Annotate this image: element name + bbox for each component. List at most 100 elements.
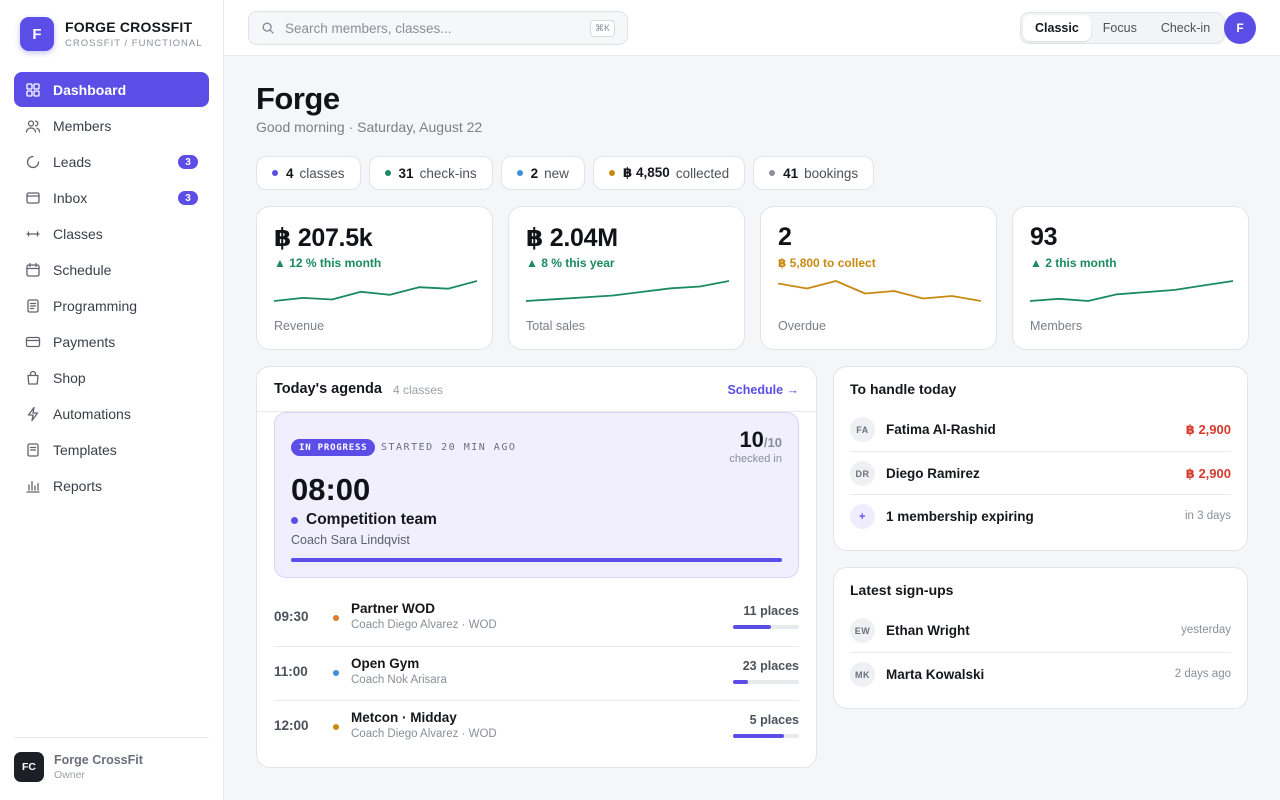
sidebar-item-reports[interactable]: Reports — [14, 468, 209, 503]
dumbbell-icon — [25, 226, 41, 242]
stat-delta: ▲ 8 % this year — [526, 256, 615, 270]
class-row[interactable]: 11:00 Open Gym Coach Nok Arisara 23 places — [274, 646, 799, 700]
amount-due: ฿ 2,900 — [1185, 422, 1231, 437]
row-meta: 2 days ago — [1174, 668, 1231, 680]
class-row-places: 23 places — [742, 659, 799, 673]
brand-logo: F — [20, 17, 54, 51]
class-row-name: Open Gym — [351, 656, 420, 671]
sidebar-item-members[interactable]: Members — [14, 108, 209, 143]
stat-cards: ฿ 207.5k ▲ 12 % this month Revenue ฿ 2.04M ▲… — [256, 206, 1249, 350]
sparkline — [274, 280, 477, 302]
sidebar-item-payments[interactable]: Payments — [14, 324, 209, 359]
agenda-title: Today's agenda — [274, 381, 382, 397]
capacity-fill — [733, 625, 772, 629]
row-name: 1 membership expiring — [886, 509, 1034, 524]
bag-icon — [25, 370, 41, 386]
task-row[interactable]: FA Fatima Al-Rashid ฿ 2,900 — [850, 408, 1231, 451]
count-badge: 3 — [178, 191, 198, 205]
capacity-fill — [733, 734, 784, 738]
stat-card-members[interactable]: 93 ▲ 2 this month Members — [1012, 206, 1249, 350]
stat-card-revenue[interactable]: ฿ 207.5k ▲ 12 % this month Revenue — [256, 206, 493, 350]
summary-pill-new[interactable]: 2 new — [500, 156, 585, 190]
pill-dot — [272, 170, 278, 176]
sidebar-item-templates[interactable]: Templates — [14, 432, 209, 467]
sidebar-item-label: Schedule — [53, 261, 112, 278]
row-meta: in 3 days — [1184, 510, 1231, 522]
summary-pills: 4 classes 31 check-ins 2 new ฿ 4,850 collected 4… — [256, 156, 882, 190]
brand[interactable]: F FORGE CROSSFIT CROSSFIT / FUNCTIONAL — [20, 17, 202, 51]
account-avatar: FC — [14, 752, 44, 782]
pill-value: 4 — [286, 165, 294, 181]
mode-check-in-button[interactable]: Check-in — [1160, 21, 1211, 35]
sidebar-item-dashboard[interactable]: Dashboard — [14, 72, 209, 107]
checked-in-value: 10 — [739, 427, 764, 452]
class-row[interactable]: 12:00 Metcon · Midday Coach Diego Alvarez … — [274, 700, 799, 754]
summary-pill-classes[interactable]: 4 classes — [256, 156, 361, 190]
pill-dot — [516, 170, 523, 176]
stat-card-total-sales[interactable]: ฿ 2.04M ▲ 8 % this year Total sales — [508, 206, 745, 350]
sidebar-item-classes[interactable]: Classes — [14, 216, 209, 251]
class-row-name: Metcon · Midday — [351, 710, 457, 725]
sidebar-item-schedule[interactable]: Schedule — [14, 252, 209, 287]
sidebar-item-leads[interactable]: Leads 3 — [14, 144, 209, 179]
pill-label: bookings — [804, 165, 859, 181]
sparkline-line — [1030, 280, 1233, 302]
stat-card-overdue[interactable]: 2 ฿ 5,800 to collect Overdue — [760, 206, 997, 350]
sidebar-item-programming[interactable]: Programming — [14, 288, 209, 323]
current-class-card[interactable]: IN PROGRESS STARTED 20 MIN AGO 10/10 che… — [274, 412, 799, 578]
sidebar-item-shop[interactable]: Shop — [14, 360, 209, 395]
sidebar-item-label: Payments — [53, 333, 116, 350]
sidebar-item-inbox[interactable]: Inbox 3 — [14, 180, 209, 215]
row-name: Diego Ramirez — [886, 466, 980, 481]
checked-in-capacity: /10 — [763, 435, 782, 450]
signup-row[interactable]: MK Marta Kowalski 2 days ago — [850, 652, 1231, 695]
inbox-icon — [25, 190, 41, 206]
pill-dot — [608, 170, 615, 176]
user-avatar[interactable]: F — [1224, 12, 1256, 44]
sidebar-item-label: Reports — [53, 477, 103, 494]
sparkline-line — [778, 280, 981, 302]
users-icon — [25, 118, 41, 134]
capacity-bar — [733, 625, 799, 629]
class-row-time: 09:30 — [274, 609, 309, 624]
class-name-text: Competition team — [306, 511, 437, 528]
sidebar-item-label: Templates — [53, 441, 117, 458]
signups-card: Latest sign-ups EW Ethan Wright yesterday M… — [833, 567, 1248, 709]
signups-title: Latest sign-ups — [850, 582, 954, 598]
loader-icon — [25, 154, 41, 170]
stat-label: Overdue — [778, 319, 826, 333]
stat-label: Members — [1030, 319, 1083, 333]
stat-value: ฿ 2.04M — [526, 224, 618, 252]
member-avatar: EW — [850, 618, 875, 643]
sidebar-item-automations[interactable]: Automations — [14, 396, 209, 431]
stat-delta: ฿ 5,800 to collect — [778, 256, 876, 270]
account-switcher[interactable]: FC Forge CrossFit Owner — [14, 737, 209, 782]
class-row[interactable]: 09:30 Partner WOD Coach Diego Alvarez · WO… — [274, 592, 799, 646]
brand-subtitle: CROSSFIT / FUNCTIONAL — [65, 38, 203, 49]
summary-pill-collected[interactable]: ฿ 4,850 collected — [592, 156, 746, 190]
class-row-dot — [333, 724, 339, 730]
task-row[interactable]: DR Diego Ramirez ฿ 2,900 — [850, 451, 1231, 494]
pill-value: 41 — [783, 165, 799, 181]
pill-label: collected — [675, 165, 730, 181]
class-row-coach: Coach Diego Alvarez · WOD — [351, 619, 497, 631]
class-row-dot — [333, 615, 339, 621]
capacity-bar — [733, 680, 799, 684]
mode-classic-button[interactable]: Classic — [1023, 15, 1091, 41]
search-box[interactable]: Search members, classes... ⌘K — [248, 11, 628, 45]
row-name: Fatima Al-Rashid — [886, 422, 996, 437]
task-row[interactable]: +1 membership expiring in 3 days — [850, 494, 1231, 537]
schedule-link[interactable]: Schedule → — [727, 383, 799, 397]
summary-pill-bookings[interactable]: 41 bookings — [753, 156, 875, 190]
class-row-places: 5 places — [749, 713, 799, 727]
search-input[interactable]: Search members, classes... — [285, 20, 452, 36]
sparkline — [526, 280, 729, 302]
sidebar-item-label: Automations — [53, 405, 131, 422]
pill-dot — [384, 170, 391, 176]
class-name: Competition team — [291, 511, 437, 529]
mode-focus-button[interactable]: Focus — [1102, 21, 1137, 35]
class-row-time: 12:00 — [274, 718, 309, 733]
pill-label: classes — [299, 165, 345, 181]
signup-row[interactable]: EW Ethan Wright yesterday — [850, 609, 1231, 652]
summary-pill-check-ins[interactable]: 31 check-ins — [368, 156, 493, 190]
